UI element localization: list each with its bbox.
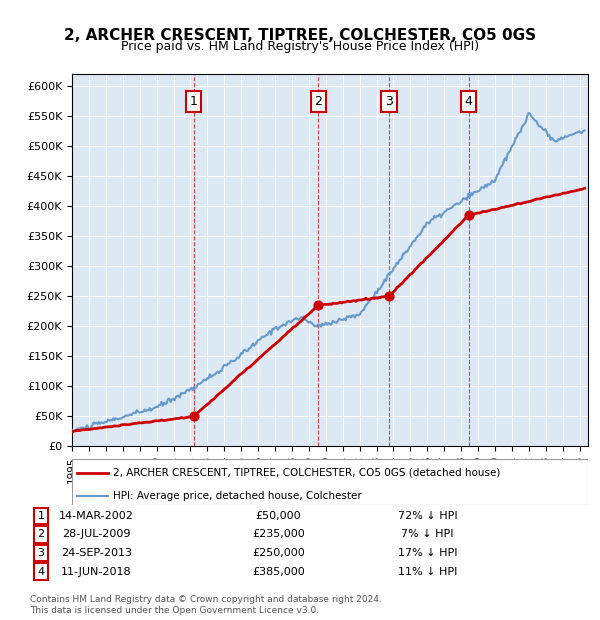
Text: 4: 4	[464, 95, 472, 108]
Point	[464, 210, 473, 220]
Text: 28-JUL-2009: 28-JUL-2009	[62, 529, 130, 539]
Text: 24-SEP-2013: 24-SEP-2013	[61, 548, 132, 558]
Text: £235,000: £235,000	[252, 529, 305, 539]
Text: 14-MAR-2002: 14-MAR-2002	[59, 511, 134, 521]
Text: Price paid vs. HM Land Registry's House Price Index (HPI): Price paid vs. HM Land Registry's House …	[121, 40, 479, 53]
Text: 2, ARCHER CRESCENT, TIPTREE, COLCHESTER, CO5 0GS: 2, ARCHER CRESCENT, TIPTREE, COLCHESTER,…	[64, 28, 536, 43]
Text: 1: 1	[190, 95, 198, 108]
Text: 2: 2	[37, 529, 44, 539]
Text: 17% ↓ HPI: 17% ↓ HPI	[398, 548, 457, 558]
Text: 11-JUN-2018: 11-JUN-2018	[61, 567, 131, 577]
FancyBboxPatch shape	[72, 459, 588, 505]
Text: £50,000: £50,000	[256, 511, 301, 521]
Text: £250,000: £250,000	[252, 548, 305, 558]
Text: £385,000: £385,000	[252, 567, 305, 577]
Text: This data is licensed under the Open Government Licence v3.0.: This data is licensed under the Open Gov…	[30, 606, 319, 615]
Text: 4: 4	[37, 567, 44, 577]
Text: 1: 1	[38, 511, 44, 521]
Text: HPI: Average price, detached house, Colchester: HPI: Average price, detached house, Colc…	[113, 491, 362, 501]
Point	[189, 412, 199, 422]
Text: 3: 3	[385, 95, 393, 108]
Text: Contains HM Land Registry data © Crown copyright and database right 2024.: Contains HM Land Registry data © Crown c…	[30, 595, 382, 604]
Text: 2: 2	[314, 95, 322, 108]
Text: 11% ↓ HPI: 11% ↓ HPI	[398, 567, 457, 577]
Text: 72% ↓ HPI: 72% ↓ HPI	[398, 511, 457, 521]
Text: 2, ARCHER CRESCENT, TIPTREE, COLCHESTER, CO5 0GS (detached house): 2, ARCHER CRESCENT, TIPTREE, COLCHESTER,…	[113, 467, 500, 478]
Point	[384, 291, 394, 301]
Text: 3: 3	[38, 548, 44, 558]
Point	[314, 301, 323, 311]
Text: 7% ↓ HPI: 7% ↓ HPI	[401, 529, 454, 539]
